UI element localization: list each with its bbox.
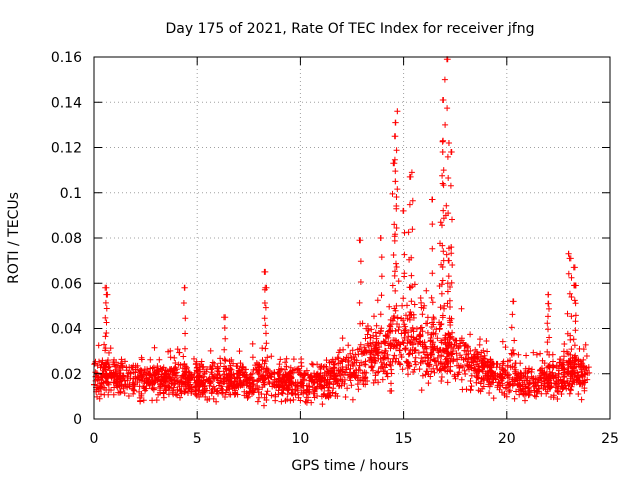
x-tick-label: 20 xyxy=(498,431,516,447)
y-tick-label: 0.04 xyxy=(51,322,82,338)
x-tick-label: 5 xyxy=(193,431,202,447)
y-axis-ticks: 0 0.02 0.04 0.06 0.08 0.1 0.12 0.14 0.16 xyxy=(51,50,610,428)
plot-frame xyxy=(93,56,611,420)
y-tick-label: 0 xyxy=(73,412,82,428)
x-tick-label: 15 xyxy=(395,431,413,447)
chart-title: Day 175 of 2021, Rate Of TEC Index for r… xyxy=(166,21,535,37)
y-axis-label: ROTI / TECUs xyxy=(6,192,22,284)
y-tick-label: 0.16 xyxy=(51,50,82,66)
y-tick-label: 0.08 xyxy=(51,231,82,247)
x-tick-label: 0 xyxy=(90,431,99,447)
grid-lines xyxy=(94,57,610,419)
y-tick-label: 0.06 xyxy=(51,276,82,292)
y-tick-label: 0.1 xyxy=(60,186,82,202)
x-tick-label: 25 xyxy=(601,431,619,447)
x-axis-label: GPS time / hours xyxy=(291,458,408,474)
y-tick-label: 0.12 xyxy=(51,141,82,157)
x-axis-ticks: 0 5 10 15 20 25 xyxy=(90,57,619,447)
y-tick-label: 0.02 xyxy=(51,367,82,383)
roti-markers xyxy=(91,56,593,409)
y-tick-label: 0.14 xyxy=(51,95,82,111)
x-tick-label: 10 xyxy=(291,431,309,447)
data-points xyxy=(91,56,593,409)
